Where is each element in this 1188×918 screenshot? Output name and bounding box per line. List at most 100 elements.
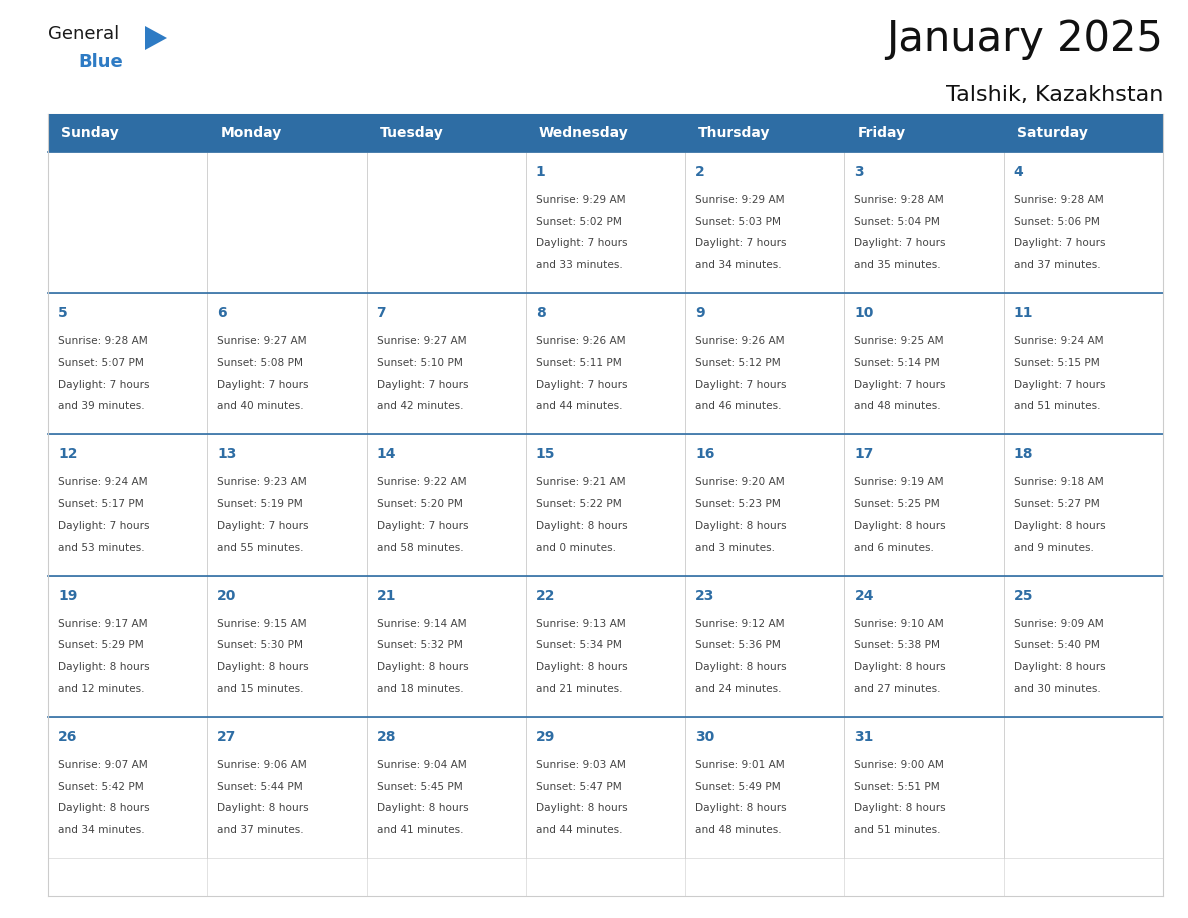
Text: 18: 18 xyxy=(1013,447,1034,462)
Text: Daylight: 8 hours: Daylight: 8 hours xyxy=(854,803,946,813)
Text: Daylight: 7 hours: Daylight: 7 hours xyxy=(1013,380,1105,389)
Text: Daylight: 7 hours: Daylight: 7 hours xyxy=(58,521,150,531)
Text: Daylight: 8 hours: Daylight: 8 hours xyxy=(695,662,786,672)
Text: Daylight: 8 hours: Daylight: 8 hours xyxy=(377,662,468,672)
Text: and 15 minutes.: and 15 minutes. xyxy=(217,684,304,694)
Text: Sunset: 5:42 PM: Sunset: 5:42 PM xyxy=(58,781,144,791)
Text: Sunset: 5:45 PM: Sunset: 5:45 PM xyxy=(377,781,462,791)
Text: 21: 21 xyxy=(377,588,396,602)
Text: 6: 6 xyxy=(217,307,227,320)
Text: Sunset: 5:12 PM: Sunset: 5:12 PM xyxy=(695,358,781,368)
Text: and 18 minutes.: and 18 minutes. xyxy=(377,684,463,694)
Text: and 53 minutes.: and 53 minutes. xyxy=(58,543,145,553)
Text: Sunset: 5:14 PM: Sunset: 5:14 PM xyxy=(854,358,940,368)
Text: and 46 minutes.: and 46 minutes. xyxy=(695,401,782,411)
Bar xyxy=(1004,434,1163,576)
Text: Daylight: 7 hours: Daylight: 7 hours xyxy=(58,380,150,389)
Text: Blue: Blue xyxy=(78,53,122,71)
Bar xyxy=(526,152,685,293)
Text: 31: 31 xyxy=(854,730,874,744)
Text: Daylight: 8 hours: Daylight: 8 hours xyxy=(1013,521,1105,531)
Text: Sunset: 5:04 PM: Sunset: 5:04 PM xyxy=(854,217,941,227)
Text: Sunset: 5:47 PM: Sunset: 5:47 PM xyxy=(536,781,621,791)
Text: 22: 22 xyxy=(536,588,555,602)
Text: 1: 1 xyxy=(536,165,545,179)
Text: Sunset: 5:19 PM: Sunset: 5:19 PM xyxy=(217,499,303,509)
Text: 25: 25 xyxy=(1013,588,1034,602)
Text: and 41 minutes.: and 41 minutes. xyxy=(377,825,463,835)
Text: Daylight: 8 hours: Daylight: 8 hours xyxy=(854,662,946,672)
Bar xyxy=(367,434,526,576)
Text: Sunrise: 9:10 AM: Sunrise: 9:10 AM xyxy=(854,619,944,629)
Text: Sunset: 5:08 PM: Sunset: 5:08 PM xyxy=(217,358,303,368)
Bar xyxy=(1004,293,1163,434)
Text: Sunset: 5:40 PM: Sunset: 5:40 PM xyxy=(1013,641,1100,650)
Text: 10: 10 xyxy=(854,307,874,320)
Text: 28: 28 xyxy=(377,730,396,744)
Bar xyxy=(367,576,526,717)
Text: Daylight: 7 hours: Daylight: 7 hours xyxy=(695,380,786,389)
Bar xyxy=(207,152,367,293)
Text: Wednesday: Wednesday xyxy=(539,126,628,140)
Text: Sunset: 5:15 PM: Sunset: 5:15 PM xyxy=(1013,358,1099,368)
Text: and 58 minutes.: and 58 minutes. xyxy=(377,543,463,553)
Text: Sunset: 5:36 PM: Sunset: 5:36 PM xyxy=(695,641,781,650)
Text: and 37 minutes.: and 37 minutes. xyxy=(1013,260,1100,270)
Text: Sunrise: 9:14 AM: Sunrise: 9:14 AM xyxy=(377,619,466,629)
Text: Daylight: 7 hours: Daylight: 7 hours xyxy=(217,521,309,531)
Bar xyxy=(526,293,685,434)
Text: Sunset: 5:49 PM: Sunset: 5:49 PM xyxy=(695,781,781,791)
Text: Sunrise: 9:15 AM: Sunrise: 9:15 AM xyxy=(217,619,307,629)
Text: Daylight: 8 hours: Daylight: 8 hours xyxy=(58,803,150,813)
Bar xyxy=(685,717,845,858)
Text: Sunset: 5:07 PM: Sunset: 5:07 PM xyxy=(58,358,144,368)
Text: and 0 minutes.: and 0 minutes. xyxy=(536,543,615,553)
Bar xyxy=(685,434,845,576)
Text: Daylight: 7 hours: Daylight: 7 hours xyxy=(377,521,468,531)
Text: Daylight: 8 hours: Daylight: 8 hours xyxy=(536,662,627,672)
Text: and 27 minutes.: and 27 minutes. xyxy=(854,684,941,694)
Bar xyxy=(207,293,367,434)
Text: 16: 16 xyxy=(695,447,714,462)
Text: and 48 minutes.: and 48 minutes. xyxy=(695,825,782,835)
Text: Daylight: 7 hours: Daylight: 7 hours xyxy=(854,239,946,249)
Text: and 42 minutes.: and 42 minutes. xyxy=(377,401,463,411)
Text: Daylight: 7 hours: Daylight: 7 hours xyxy=(854,380,946,389)
Text: Sunset: 5:27 PM: Sunset: 5:27 PM xyxy=(1013,499,1099,509)
Bar xyxy=(845,434,1004,576)
Text: Talshik, Kazakhstan: Talshik, Kazakhstan xyxy=(946,85,1163,105)
Text: Sunrise: 9:25 AM: Sunrise: 9:25 AM xyxy=(854,336,944,346)
Text: 29: 29 xyxy=(536,730,555,744)
Bar xyxy=(526,717,685,858)
Text: Sunrise: 9:09 AM: Sunrise: 9:09 AM xyxy=(1013,619,1104,629)
Text: 9: 9 xyxy=(695,307,704,320)
Bar xyxy=(1004,717,1163,858)
Text: Sunrise: 9:20 AM: Sunrise: 9:20 AM xyxy=(695,477,785,487)
Bar xyxy=(48,434,207,576)
Text: 19: 19 xyxy=(58,588,77,602)
Bar xyxy=(685,293,845,434)
Text: Sunset: 5:10 PM: Sunset: 5:10 PM xyxy=(377,358,462,368)
Text: Saturday: Saturday xyxy=(1017,126,1087,140)
Bar xyxy=(48,152,207,293)
Text: and 34 minutes.: and 34 minutes. xyxy=(58,825,145,835)
Text: January 2025: January 2025 xyxy=(886,18,1163,60)
Text: 5: 5 xyxy=(58,307,68,320)
Text: Sunset: 5:06 PM: Sunset: 5:06 PM xyxy=(1013,217,1100,227)
Text: Sunrise: 9:26 AM: Sunrise: 9:26 AM xyxy=(536,336,626,346)
Text: and 33 minutes.: and 33 minutes. xyxy=(536,260,623,270)
Bar xyxy=(845,152,1004,293)
Text: Sunrise: 9:18 AM: Sunrise: 9:18 AM xyxy=(1013,477,1104,487)
Text: 30: 30 xyxy=(695,730,714,744)
Text: Sunday: Sunday xyxy=(61,126,119,140)
Bar xyxy=(845,717,1004,858)
Text: Sunset: 5:32 PM: Sunset: 5:32 PM xyxy=(377,641,462,650)
Text: Sunrise: 9:29 AM: Sunrise: 9:29 AM xyxy=(695,195,785,205)
Text: Thursday: Thursday xyxy=(699,126,771,140)
Text: and 24 minutes.: and 24 minutes. xyxy=(695,684,782,694)
Text: General: General xyxy=(48,25,119,43)
Text: Daylight: 8 hours: Daylight: 8 hours xyxy=(217,662,309,672)
Bar xyxy=(48,293,207,434)
Text: Sunrise: 9:27 AM: Sunrise: 9:27 AM xyxy=(377,336,466,346)
Text: Sunrise: 9:24 AM: Sunrise: 9:24 AM xyxy=(58,477,147,487)
